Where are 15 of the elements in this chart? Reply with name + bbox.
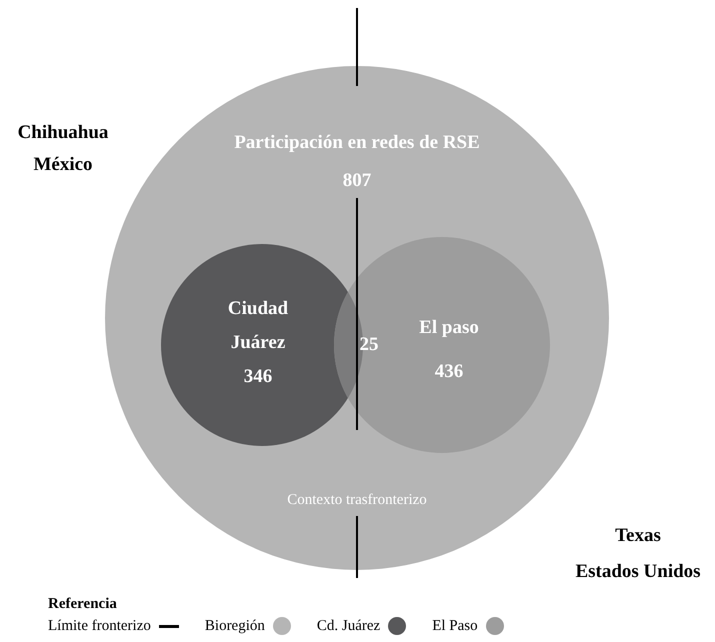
data-label: 346: [244, 366, 272, 387]
category-label: El paso: [419, 316, 479, 338]
category-label: Participación en redes de RSE: [234, 132, 480, 153]
data-label: 807: [342, 170, 372, 191]
text: Texas Estados Unidos: [575, 524, 701, 582]
data-label: 436: [434, 360, 464, 382]
text: Cd. Juárez: [316, 618, 380, 634]
category-label: Ciudad Juárez: [228, 298, 289, 353]
text: El Paso: [432, 618, 478, 634]
text: Bioregión: [204, 618, 265, 634]
text: 25: [360, 334, 378, 355]
text: Contexto trasfronterizo: [287, 492, 427, 508]
text: Chihuahua México: [18, 122, 109, 175]
text: Límite fronterizo: [48, 618, 151, 634]
legend-title: Referencia: [48, 596, 118, 613]
